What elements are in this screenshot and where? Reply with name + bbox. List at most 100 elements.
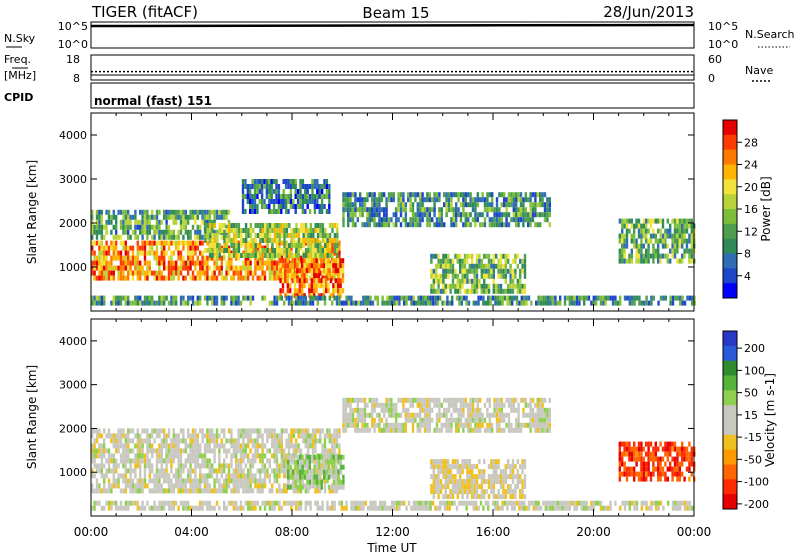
data-cell xyxy=(215,488,219,494)
data-cell xyxy=(314,458,317,464)
data-cell xyxy=(640,233,643,239)
data-cell xyxy=(512,397,515,403)
data-cell xyxy=(95,488,99,494)
data-cell xyxy=(122,240,125,246)
data-cell xyxy=(261,223,265,228)
data-cell xyxy=(503,212,506,218)
data-cell xyxy=(208,253,212,258)
data-cell xyxy=(373,197,376,203)
data-cell xyxy=(268,194,271,199)
data-cell xyxy=(271,260,274,266)
data-cell xyxy=(134,270,137,276)
data-cell xyxy=(523,479,527,485)
data-cell xyxy=(297,228,301,233)
data-cell xyxy=(98,224,101,230)
data-cell xyxy=(119,443,123,449)
data-cell xyxy=(548,422,551,428)
data-cell xyxy=(199,463,202,469)
data-cell xyxy=(308,258,311,264)
data-cell xyxy=(332,464,335,470)
data-cell xyxy=(486,202,489,208)
data-cell xyxy=(331,468,334,474)
data-cell xyxy=(455,427,458,433)
data-cell xyxy=(311,433,315,439)
data-cell xyxy=(124,488,127,494)
data-cell xyxy=(423,402,427,408)
data-cell xyxy=(640,441,643,447)
data-cell xyxy=(239,483,243,489)
data-cell xyxy=(299,245,303,251)
data-cell xyxy=(196,224,199,230)
data-cell xyxy=(516,474,519,480)
data-cell xyxy=(290,433,293,439)
data-cell xyxy=(618,233,621,239)
data-cell xyxy=(614,300,617,306)
data-cell xyxy=(160,458,163,464)
data-cell xyxy=(483,469,486,475)
data-cell xyxy=(486,197,489,203)
data-cell xyxy=(112,463,115,469)
data-cell xyxy=(444,484,447,490)
data-cell xyxy=(333,250,336,256)
data-cell xyxy=(681,223,684,229)
data-cell xyxy=(640,238,643,244)
data-cell xyxy=(483,402,487,408)
data-cell xyxy=(110,468,113,474)
data-cell xyxy=(160,250,163,256)
data-cell xyxy=(349,202,352,208)
nsearch-label: N.Search xyxy=(745,28,795,41)
data-cell xyxy=(249,433,252,439)
data-cell xyxy=(414,397,417,403)
data-cell xyxy=(643,300,646,306)
data-cell xyxy=(167,234,171,240)
data-cell xyxy=(127,260,130,266)
nave-tick-bottom: 0 xyxy=(708,72,715,85)
data-cell xyxy=(293,283,297,289)
data-cell xyxy=(640,253,643,259)
data-cell xyxy=(409,217,412,223)
data-cell xyxy=(447,422,451,428)
data-cell xyxy=(151,214,154,220)
data-cell xyxy=(201,255,204,261)
data-cell xyxy=(404,417,407,423)
data-cell xyxy=(339,283,342,289)
data-cell xyxy=(519,288,522,294)
data-cell xyxy=(447,402,451,408)
data-cell xyxy=(671,471,674,477)
data-cell xyxy=(179,300,183,306)
data-cell xyxy=(146,443,149,449)
data-cell xyxy=(117,433,120,439)
data-cell xyxy=(297,428,300,434)
data-cell xyxy=(160,295,163,301)
data-cell xyxy=(337,469,340,475)
data-cell xyxy=(625,228,629,234)
data-cell xyxy=(139,473,142,479)
data-cell xyxy=(215,250,219,256)
data-cell xyxy=(280,240,283,246)
data-cell xyxy=(326,238,329,243)
data-cell xyxy=(256,194,259,199)
data-cell xyxy=(261,270,264,276)
data-cell xyxy=(463,273,467,279)
data-cell xyxy=(251,209,254,214)
nsky-trace xyxy=(90,23,695,28)
data-cell xyxy=(515,397,518,403)
data-cell xyxy=(514,258,517,264)
data-cell xyxy=(148,443,151,449)
data-cell xyxy=(669,451,672,457)
data-cell xyxy=(93,428,96,434)
data-cell xyxy=(289,273,292,279)
data-cell xyxy=(645,451,648,457)
data-cell xyxy=(316,255,319,261)
data-cell xyxy=(100,505,103,511)
data-cell xyxy=(433,192,436,198)
data-cell xyxy=(390,402,393,408)
data-cell xyxy=(334,263,337,269)
data-cell xyxy=(445,207,448,213)
data-cell xyxy=(187,478,190,484)
data-cell xyxy=(428,422,431,428)
data-cell xyxy=(143,478,147,484)
data-cell xyxy=(342,207,345,213)
data-cell xyxy=(331,473,334,479)
